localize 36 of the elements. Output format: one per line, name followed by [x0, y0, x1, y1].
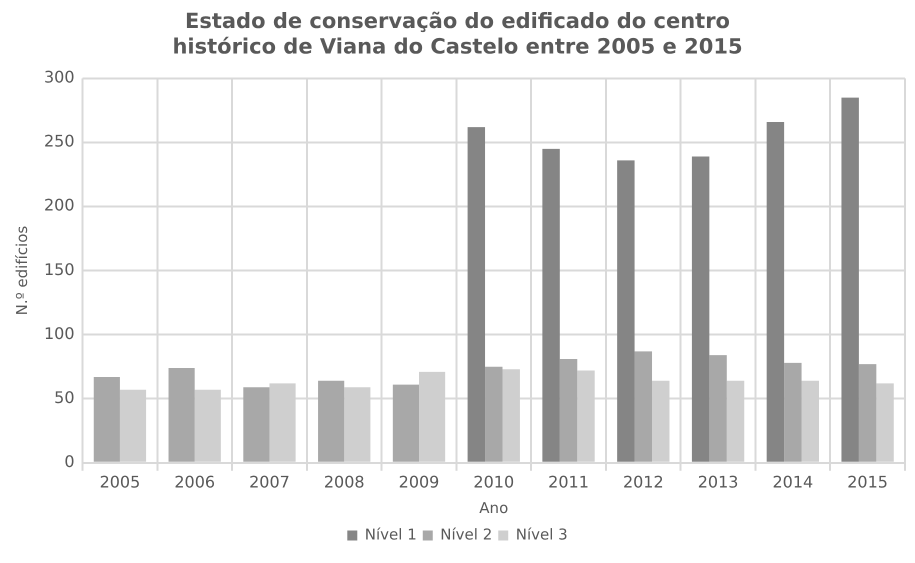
bar [542, 148, 560, 462]
y-tick-label: 100 [44, 324, 75, 343]
bar [560, 359, 578, 462]
x-tick-label: 2011 [548, 472, 589, 492]
bar [858, 364, 876, 462]
x-tick-label: 2007 [249, 472, 290, 492]
legend-label: Nível 3 [516, 525, 568, 544]
bar [709, 355, 727, 462]
x-axis-title: Ano [479, 498, 508, 517]
bar [766, 122, 784, 462]
bar [841, 98, 859, 462]
x-tick-label: 2010 [473, 472, 514, 492]
bar [784, 362, 802, 462]
y-tick-label: 200 [44, 196, 75, 215]
bar [634, 351, 652, 462]
bar [692, 156, 710, 462]
y-axis-title: N.º edifícios [12, 226, 31, 316]
legend-label: Nível 2 [440, 525, 492, 544]
x-tick-label: 2013 [698, 472, 738, 492]
x-tick-label: 2014 [772, 472, 814, 492]
y-tick-label: 300 [44, 68, 75, 87]
chart-title: Estado de conservação do edificado do centro histórico de Viana do Castelo entre 2005 e 2015 [172, 9, 743, 58]
y-tick-label: 0 [64, 452, 75, 471]
y-tick-label: 150 [44, 260, 75, 279]
bar [617, 160, 635, 462]
x-tick-label: 2006 [174, 472, 216, 492]
y-tick-label: 50 [54, 388, 75, 407]
legend-label: Nível 1 [364, 525, 417, 544]
x-tick-label: 2005 [100, 472, 140, 492]
bar [468, 127, 486, 462]
x-tick-label: 2009 [398, 472, 440, 492]
x-tick-label: 2008 [324, 472, 365, 492]
x-tick-label: 2012 [622, 472, 664, 492]
y-tick-label: 250 [44, 132, 75, 151]
bar [485, 366, 502, 462]
x-tick-label: 2015 [847, 472, 888, 492]
